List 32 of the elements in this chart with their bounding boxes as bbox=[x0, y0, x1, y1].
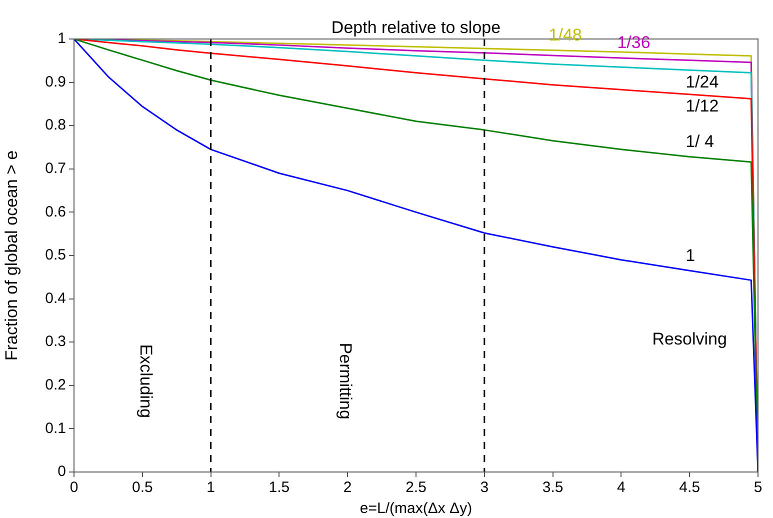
x-tick-label: 0.5 bbox=[132, 479, 153, 496]
y-tick-label: 0.9 bbox=[45, 73, 66, 90]
x-tick-label: 5 bbox=[754, 479, 762, 496]
y-tick-label: 0.3 bbox=[45, 333, 66, 350]
x-tick-label: 0 bbox=[70, 479, 78, 496]
x-tick-label: 4.5 bbox=[679, 479, 700, 496]
series-label: 1/ 4 bbox=[686, 132, 714, 151]
y-tick-label: 0 bbox=[58, 463, 66, 480]
x-tick-label: 3 bbox=[480, 479, 489, 496]
x-tick-label: 2.5 bbox=[406, 479, 426, 496]
y-tick-label: 0.6 bbox=[45, 203, 66, 220]
y-tick-label: 0.5 bbox=[45, 246, 66, 264]
annotation: Permitting bbox=[336, 342, 356, 420]
x-tick-label: 4 bbox=[617, 479, 626, 496]
y-tick-label: 0.1 bbox=[45, 420, 66, 437]
series-label: 1/12 bbox=[686, 96, 719, 116]
y-tick-label: 0.8 bbox=[45, 116, 66, 134]
annotation: Resolving bbox=[652, 330, 727, 349]
annotation: Excluding bbox=[136, 344, 156, 418]
x-tick-label: 2 bbox=[343, 479, 352, 496]
chart-title: Depth relative to slope bbox=[331, 18, 501, 38]
y-axis-title: Fraction of global ocean > e bbox=[2, 150, 21, 361]
x-tick-label: 1.5 bbox=[268, 479, 290, 496]
series-label: 1/24 bbox=[686, 72, 719, 92]
y-tick-label: 0.4 bbox=[45, 290, 66, 307]
y-tick-label: 0.7 bbox=[45, 160, 66, 178]
y-tick-label: 1 bbox=[58, 30, 66, 48]
x-tick-label: 1 bbox=[206, 479, 215, 496]
y-tick-label: 0.2 bbox=[45, 376, 66, 394]
series-label: 1 bbox=[686, 246, 696, 265]
x-axis-title: e=L/(max(Δx Δy) bbox=[360, 500, 472, 518]
x-tick-label: 3.5 bbox=[542, 479, 564, 496]
